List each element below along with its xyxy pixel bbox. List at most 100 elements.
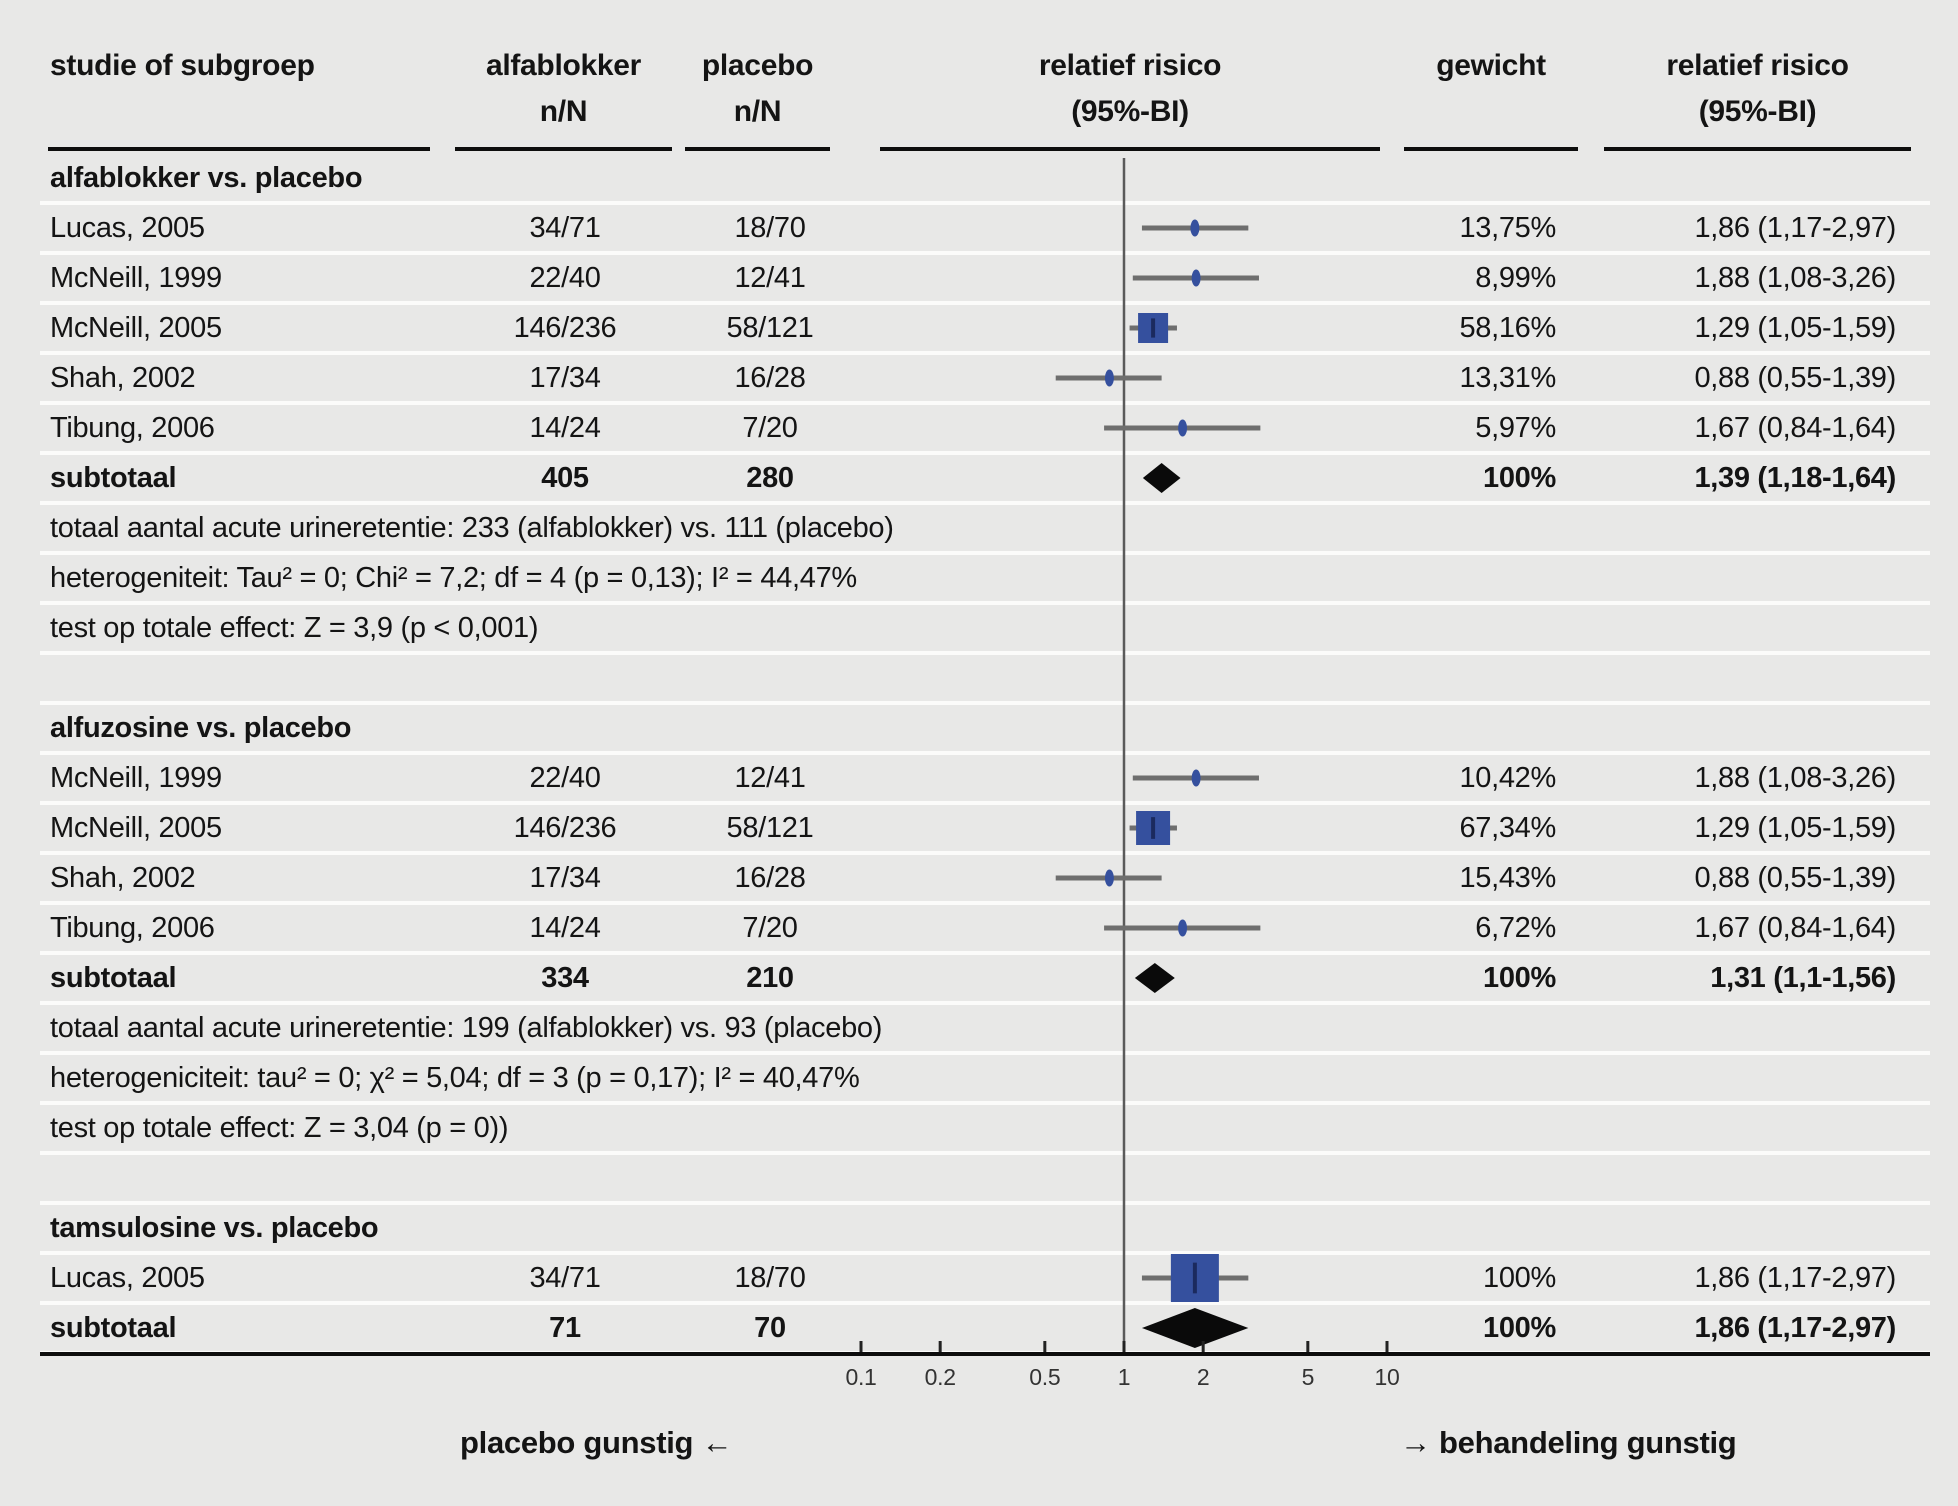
note-row: totaal aantal acute urineretentie: 233 (…	[40, 505, 1930, 555]
placebo-n: 16/28	[734, 862, 806, 894]
weight-value: 10,42%	[1459, 762, 1556, 794]
study-name: Tibung, 2006	[50, 412, 215, 444]
study-row: Tibung, 2006 14/24 7/20 6,72% 1,67 (0,84-1,6…	[40, 905, 1930, 955]
note-text: totaal aantal acute urineretentie: 233 (…	[50, 512, 894, 544]
treated-n: 405	[541, 462, 589, 494]
study-name: Lucas, 2005	[50, 212, 205, 244]
arrow-left-icon: ←	[701, 1425, 733, 1460]
study-name: McNeill, 1999	[50, 762, 222, 794]
treated-n: 34/71	[529, 212, 601, 244]
weight-value: 100%	[1483, 1262, 1556, 1294]
placebo-n: 58/121	[726, 312, 814, 344]
subgroup-header-row: alfablokker vs. placebo	[40, 155, 1930, 205]
rr-ci-value: 1,86 (1,17-2,97)	[1694, 1262, 1896, 1294]
note-text: heterogeniciteit: tau² = 0; χ² = 5,04; d…	[50, 1062, 860, 1094]
weight-value: 100%	[1483, 1312, 1556, 1344]
column-header-treated: alfablokker	[485, 49, 642, 82]
column-header-rr-text-sub: (95%-BI)	[1698, 95, 1817, 128]
arrow-right-icon: →	[1400, 1425, 1431, 1460]
column-header-rr-plot: relatief risico	[1038, 49, 1222, 82]
placebo-n: 18/70	[734, 1262, 806, 1294]
subgroup-title: alfuzosine vs. placebo	[50, 712, 352, 744]
study-name: McNeill, 2005	[50, 812, 222, 844]
rr-ci-value: 1,88 (1,08-3,26)	[1694, 262, 1896, 294]
weight-value: 67,34%	[1459, 812, 1556, 844]
axis-tick-label: 5	[1302, 1364, 1315, 1390]
rr-ci-value: 1,29 (1,05-1,59)	[1694, 312, 1896, 344]
placebo-n: 18/70	[734, 212, 806, 244]
weight-value: 100%	[1483, 462, 1556, 494]
placebo-n: 12/41	[734, 262, 806, 294]
rr-ci-value: 1,31 (1,1-1,56)	[1710, 962, 1896, 994]
treated-n: 17/34	[529, 862, 601, 894]
subtotal-row: subtotaal 334 210 100% 1,31 (1,1-1,56)	[40, 955, 1930, 1005]
note-row: totaal aantal acute urineretentie: 199 (…	[40, 1005, 1930, 1055]
subtotal-row: subtotaal 405 280 100% 1,39 (1,18-1,64)	[40, 455, 1930, 505]
study-row: McNeill, 1999 22/40 12/41 10,42% 1,88 (1,08-…	[40, 755, 1930, 805]
axis-tick-label: 0.5	[1029, 1364, 1060, 1390]
note-row: test op totale effect: Z = 3,9 (p < 0,00…	[40, 605, 1930, 655]
weight-value: 13,75%	[1459, 212, 1556, 244]
header-underline	[455, 147, 672, 151]
treated-n: 334	[541, 962, 589, 994]
placebo-n: 12/41	[734, 762, 806, 794]
weight-value: 13,31%	[1459, 362, 1556, 394]
study-row: Tibung, 2006 14/24 7/20 5,97% 1,67 (0,84-1,6…	[40, 405, 1930, 455]
favours-placebo-label: placebo gunstig ←	[460, 1425, 733, 1460]
study-row: McNeill, 2005 146/236 58/121 67,34% 1,29 (1,…	[40, 805, 1930, 855]
study-name: McNeill, 1999	[50, 262, 222, 294]
subtotal-label: subtotaal	[50, 962, 177, 994]
rr-ci-value: 1,86 (1,17-2,97)	[1694, 1312, 1896, 1344]
treated-n: 17/34	[529, 362, 601, 394]
note-text: totaal aantal acute urineretentie: 199 (…	[50, 1012, 883, 1044]
placebo-n: 7/20	[742, 912, 798, 944]
rr-ci-value: 0,88 (0,55-1,39)	[1694, 862, 1896, 894]
study-name: Shah, 2002	[50, 862, 196, 894]
study-row: Shah, 2002 17/34 16/28 13,31% 0,88 (0,55-1,3…	[40, 355, 1930, 405]
placebo-n: 280	[746, 462, 794, 494]
column-header-placebo: placebo	[701, 49, 814, 82]
weight-value: 100%	[1483, 962, 1556, 994]
rr-ci-value: 1,67 (0,84-1,64)	[1694, 412, 1896, 444]
note-text: test op totale effect: Z = 3,9 (p < 0,00…	[50, 612, 539, 644]
rr-ci-value: 1,39 (1,18-1,64)	[1694, 462, 1896, 494]
axis-tick-label: 0.1	[845, 1364, 876, 1390]
rr-ci-value: 1,88 (1,08-3,26)	[1694, 762, 1896, 794]
placebo-n: 16/28	[734, 362, 806, 394]
study-row: Lucas, 2005 34/71 18/70 13,75% 1,86 (1,17-2,…	[40, 205, 1930, 255]
treated-n: 146/236	[513, 812, 617, 844]
study-name: Tibung, 2006	[50, 912, 215, 944]
column-header-placebo-sub: n/N	[733, 95, 782, 128]
rr-ci-value: 0,88 (0,55-1,39)	[1694, 362, 1896, 394]
axis-tick-label: 2	[1197, 1364, 1210, 1390]
placebo-n: 58/121	[726, 812, 814, 844]
study-name: Shah, 2002	[50, 362, 196, 394]
subgroup-title: tamsulosine vs. placebo	[50, 1212, 379, 1244]
rr-ci-value: 1,86 (1,17-2,97)	[1694, 212, 1896, 244]
note-text: test op totale effect: Z = 3,04 (p = 0))	[50, 1112, 509, 1144]
study-row: Shah, 2002 17/34 16/28 15,43% 0,88 (0,55-1,3…	[40, 855, 1930, 905]
weight-value: 15,43%	[1459, 862, 1556, 894]
header-underline	[1404, 147, 1578, 151]
weight-value: 5,97%	[1475, 412, 1556, 444]
header-underline	[880, 147, 1380, 151]
study-row: McNeill, 2005 146/236 58/121 58,16% 1,29 (1,…	[40, 305, 1930, 355]
treated-n: 22/40	[529, 262, 601, 294]
subgroup-header-row: alfuzosine vs. placebo	[40, 705, 1930, 755]
note-text: heterogeniteit: Tau² = 0; Chi² = 7,2; df…	[50, 562, 857, 594]
column-header-rr-text: relatief risico	[1666, 49, 1849, 82]
column-header-treated-sub: n/N	[539, 95, 588, 128]
study-row: Lucas, 2005 34/71 18/70 100% 1,86 (1,17-2,97…	[40, 1255, 1930, 1305]
subtotal-label: subtotaal	[50, 462, 177, 494]
header-underline	[685, 147, 830, 151]
bottom-rule	[40, 1352, 1930, 1356]
axis-tick-label: 0.2	[925, 1364, 956, 1390]
subtotal-row: subtotaal 71 70 100% 1,86 (1,17-2,97)	[40, 1305, 1930, 1355]
study-name: Lucas, 2005	[50, 1262, 205, 1294]
rr-ci-value: 1,29 (1,05-1,59)	[1694, 812, 1896, 844]
placebo-n: 210	[746, 962, 794, 994]
study-name: McNeill, 2005	[50, 312, 222, 344]
note-row: heterogeniciteit: tau² = 0; χ² = 5,04; d…	[40, 1055, 1930, 1105]
axis-tick-label: 1	[1118, 1364, 1131, 1390]
treated-n: 71	[549, 1312, 581, 1344]
